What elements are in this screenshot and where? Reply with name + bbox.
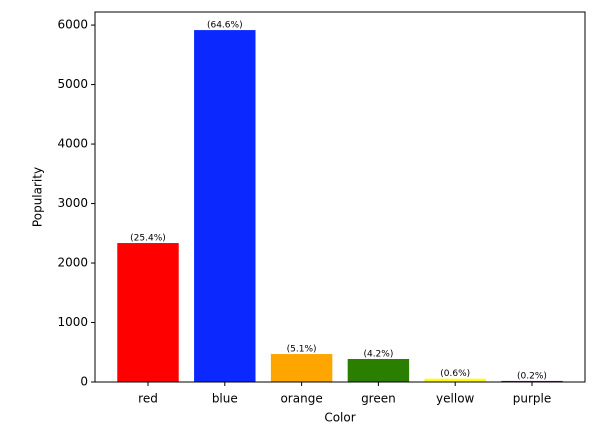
x-tick-label: orange bbox=[280, 392, 322, 406]
bar-annotation: (0.2%) bbox=[517, 371, 547, 381]
x-tick-label: red bbox=[138, 392, 158, 406]
bar bbox=[117, 243, 179, 382]
bar bbox=[194, 30, 256, 383]
x-axis-label: Color bbox=[324, 411, 355, 425]
bar-annotation: (25.4%) bbox=[130, 234, 166, 244]
x-tick-label: blue bbox=[212, 392, 238, 406]
bar bbox=[270, 354, 333, 382]
y-tick-label: 3000 bbox=[57, 196, 88, 210]
x-tick-label: purple bbox=[513, 392, 552, 406]
plot-frame bbox=[94, 11, 586, 383]
bar-annotation: (0.6%) bbox=[440, 369, 470, 379]
bar-annotation: (5.1%) bbox=[287, 345, 317, 355]
bar-annotation: (4.2%) bbox=[363, 349, 393, 359]
bar bbox=[424, 378, 486, 382]
bar bbox=[501, 380, 563, 382]
y-axis-label: Popularity bbox=[31, 167, 45, 227]
y-tick-label: 5000 bbox=[57, 77, 88, 91]
bar-annotation: (64.6%) bbox=[207, 21, 243, 31]
y-tick-label: 6000 bbox=[57, 18, 88, 32]
y-tick-label: 1000 bbox=[57, 315, 88, 329]
y-tick-label: 0 bbox=[80, 375, 88, 389]
bar bbox=[347, 358, 410, 382]
y-tick-label: 2000 bbox=[57, 256, 88, 270]
x-tick-label: yellow bbox=[436, 392, 474, 406]
y-tick-label: 4000 bbox=[57, 137, 88, 151]
x-tick-label: green bbox=[361, 392, 396, 406]
